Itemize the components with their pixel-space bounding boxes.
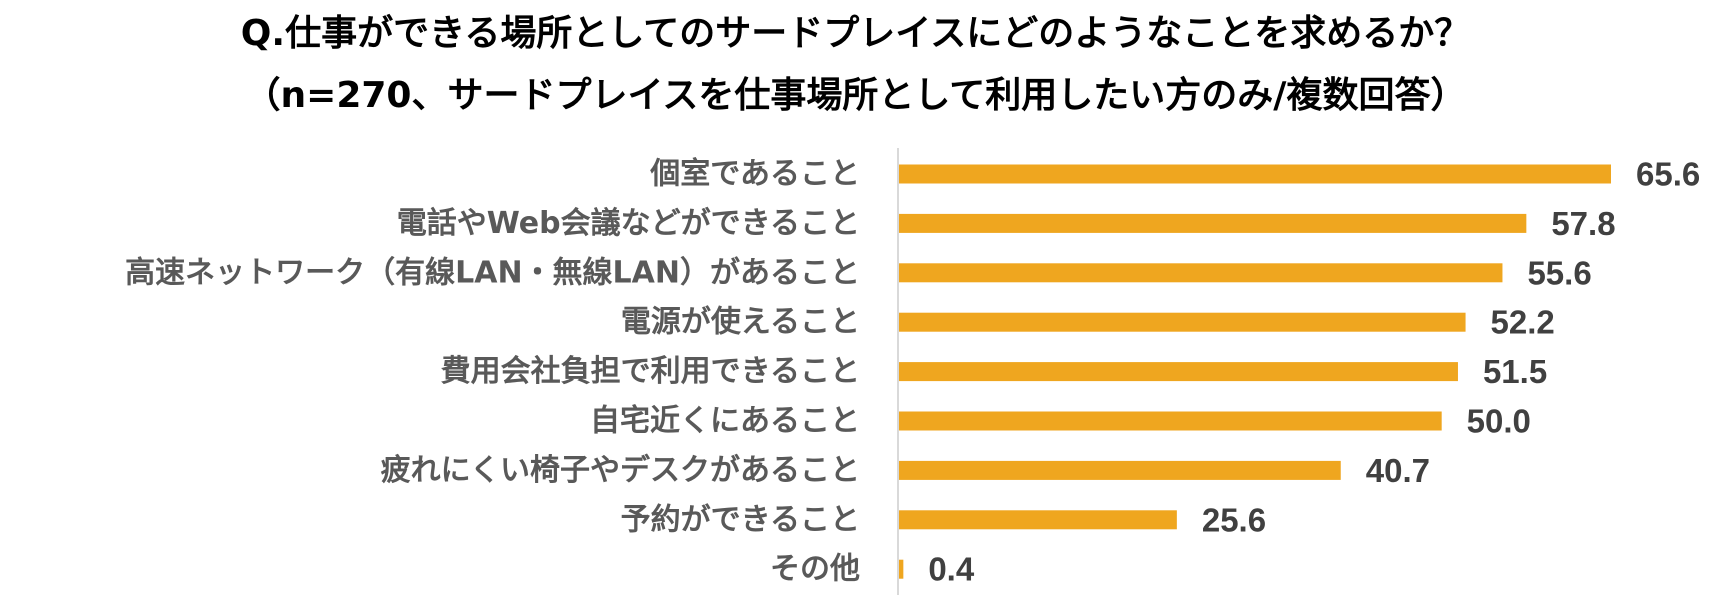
bar <box>899 312 1466 332</box>
value-label: 0.4 <box>928 551 975 588</box>
bar <box>899 460 1341 480</box>
value-label: 40.7 <box>1366 452 1430 489</box>
value-label: 50.0 <box>1467 403 1531 440</box>
bar <box>899 164 1611 184</box>
bar <box>899 510 1177 530</box>
chart-title-line-2: （n=270、サードプレイスを仕事場所として利用したい方のみ/複数回答） <box>244 75 1467 116</box>
value-label: 55.6 <box>1527 254 1591 291</box>
category-label: 予約ができること <box>621 502 860 537</box>
value-label: 65.6 <box>1636 156 1700 193</box>
category-label: 自宅近くにあること <box>590 404 860 439</box>
value-label: 57.8 <box>1551 205 1615 242</box>
category-label: 個室であること <box>649 157 860 192</box>
value-label: 25.6 <box>1202 501 1266 538</box>
bar <box>899 213 1527 233</box>
bar <box>899 263 1503 283</box>
category-label: 高速ネットワーク（有線LAN・無線LAN）があること <box>125 255 860 290</box>
category-label: その他 <box>770 552 860 587</box>
value-label: 52.2 <box>1491 304 1555 341</box>
category-label: 電源が使えること <box>621 305 860 340</box>
bars <box>899 164 1611 579</box>
value-labels: 65.6 57.8 55.6 52.2 51.5 50.0 40.7 25.6 0.4 <box>928 156 1700 588</box>
bar <box>899 362 1458 382</box>
chart-title-line-1: Q.仕事ができる場所としてのサードプレイスにどのようなことを求めるか？ <box>240 13 1471 54</box>
category-labels: 個室であること電話やWeb会議などができること高速ネットワーク（有線LAN・無線… <box>125 157 860 587</box>
value-label: 51.5 <box>1483 353 1547 390</box>
category-label: 疲れにくい椅子やデスクがあること <box>381 453 860 488</box>
category-label: 電話やWeb会議などができること <box>397 206 860 241</box>
bar <box>899 411 1442 431</box>
bar <box>899 559 904 579</box>
category-label: 費用会社負担で利用できること <box>441 354 860 389</box>
